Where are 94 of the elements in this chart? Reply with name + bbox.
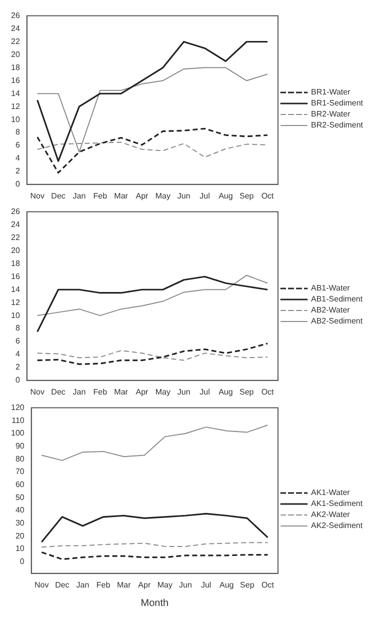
y-tick-label: 20 [10,50,20,59]
x-tick-label: May [155,191,170,200]
y-tick-label: 26 [10,207,20,216]
legend-label: AK2-Water [311,510,350,520]
x-tick-label: Jul [200,580,212,590]
x-tick-label: May [157,580,173,590]
y-tick-label: 40 [15,506,25,515]
y-tick-label: 120 [10,403,25,412]
line-series [36,342,268,365]
legend-label: BR2-Sediment [311,120,364,130]
y-tick-label: 4 [15,154,20,163]
line-series [36,128,268,174]
x-tick-label: Aug [219,580,234,590]
legend-label: AK2-Sediment [311,521,364,530]
legend-label: AB2-Sediment [311,316,364,326]
x-tick-label: Jul [200,387,210,396]
x-tick-label: Jan [72,387,86,396]
y-tick-label: 12 [10,298,20,307]
line-series [36,350,268,361]
x-tick-label: Aug [218,387,233,396]
y-tick-label: 20 [15,531,25,540]
legend-label: AB1-Sediment [311,294,364,304]
y-tick-label: 18 [10,258,20,268]
legend-label: BR1-Water [311,88,351,97]
x-tick-label: Jan [72,191,86,200]
legend-label: AB2-Water [311,306,350,315]
y-tick-label: 14 [10,284,20,294]
y-tick-label: 6 [15,336,20,346]
x-tick-label: Mar [116,580,132,590]
y-tick-label: 30 [15,518,25,528]
x-tick-label: Nov [30,387,44,396]
x-tick-label: Oct [261,387,275,396]
y-tick-label: 16 [10,272,20,281]
legend-label: BR2-Water [311,110,351,119]
x-tick-label: Mar [114,387,128,396]
y-tick-label: 22 [10,36,20,46]
y-tick-label: 8 [15,128,20,137]
x-tick-label: Nov [30,191,44,200]
y-tick-label: 60 [15,480,25,490]
x-tick-label: Sep [239,191,254,200]
x-tick-label: Feb [93,387,108,396]
x-tick-label: Mar [114,191,128,200]
y-tick-label: 80 [15,454,25,464]
x-tick-label: Dec [51,191,66,200]
y-tick-label: 24 [10,220,20,229]
y-tick-label: 10 [10,114,20,124]
y-tick-label: 20 [10,246,20,255]
x-tick-label: Aug [218,191,233,200]
x-tick-label: Sep [239,387,254,396]
y-tick-label: 0 [15,180,20,189]
y-tick-label: 4 [15,350,20,359]
y-tick-label: 16 [10,76,20,85]
legend-label: AB1-Water [311,284,350,293]
y-tick-label: 110 [12,416,25,425]
y-tick-label: 100 [10,428,25,438]
y-tick-label: 18 [10,62,20,72]
x-tick-label: Nov [34,580,49,590]
x-tick-label: Jan [76,580,90,590]
x-tick-label: Apr [136,387,149,396]
legend-label: AK1-Water [311,488,350,498]
x-tick-label: Sep [240,580,255,590]
x-tick-label: Feb [96,580,111,590]
line-series [40,551,269,560]
y-tick-label: 50 [15,492,25,502]
legend-label: BR1-Sediment [311,98,364,108]
y-tick-label: 2 [15,166,20,176]
x-tick-label: Dec [51,387,66,396]
x-tick-label: Apr [136,191,149,200]
x-tick-label: Apr [138,580,151,590]
x-tick-label: Jun [177,191,190,200]
y-tick-label: 10 [10,310,20,320]
x-tick-label: Oct [261,580,275,590]
legend-label: AK1-Sediment [311,499,364,508]
y-tick-label: 70 [15,467,25,476]
x-tick-label: Jun [179,580,192,590]
y-tick-label: 22 [10,232,20,242]
y-tick-label: 24 [10,24,20,33]
x-tick-label: Jun [177,387,190,396]
x-tick-label: Oct [261,191,275,200]
x-tick-label: Jul [200,191,210,200]
y-tick-label: 12 [10,102,20,111]
x-tick-label: Dec [55,580,70,590]
y-tick-label: 2 [15,362,20,372]
y-tick-label: 26 [10,11,20,20]
x-axis-title: Month [140,598,169,609]
y-tick-label: 10 [15,544,25,554]
y-tick-label: 0 [15,376,20,385]
y-tick-label: 0 [20,557,25,566]
x-tick-label: May [155,387,170,396]
y-tick-label: 90 [15,442,25,451]
x-tick-label: Feb [93,191,108,200]
y-tick-label: 8 [15,324,20,333]
y-tick-label: 6 [15,140,20,150]
y-tick-label: 14 [10,88,20,98]
